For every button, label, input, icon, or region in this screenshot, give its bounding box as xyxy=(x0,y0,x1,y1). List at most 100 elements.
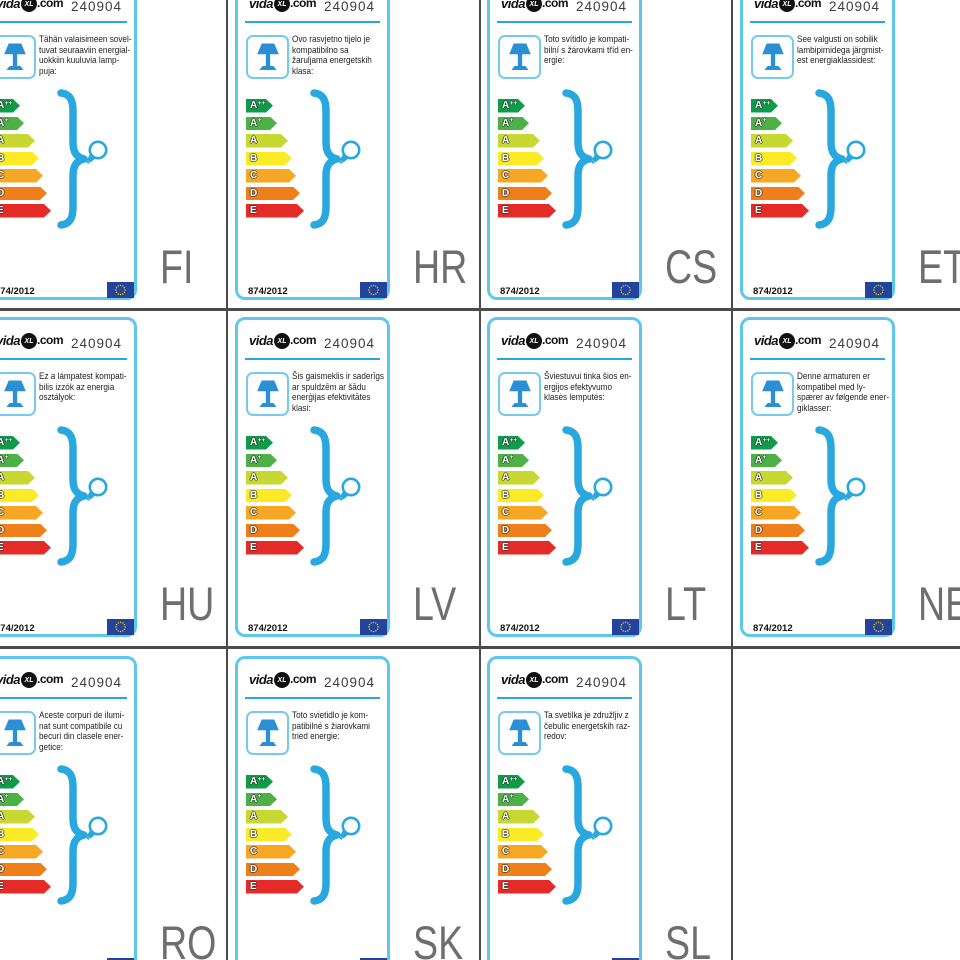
energy-class-letter-main: A xyxy=(502,117,510,129)
article-number: 240904 xyxy=(323,675,375,690)
vidaxl-logo: vida XL .com xyxy=(754,0,822,12)
energy-class-letter-sup: ++ xyxy=(4,436,13,444)
energy-class-letter-main: A xyxy=(0,776,5,787)
eu-flag-icon xyxy=(107,282,134,298)
energy-class-letter-sup: ++ xyxy=(4,775,13,783)
eu-flag-icon xyxy=(865,282,892,298)
energy-class-bar-A: A xyxy=(0,134,35,148)
logo-circle: XL xyxy=(21,0,38,12)
energy-class-bar-D: D xyxy=(246,187,300,201)
energy-class-bar-A: A xyxy=(751,471,793,485)
logo-xl-text: XL xyxy=(24,676,34,684)
vidaxl-logo: vida XL .com xyxy=(0,0,64,12)
article-number: 240904 xyxy=(70,675,122,690)
energy-class-letter: A+ xyxy=(250,793,262,807)
energy-class-letter: C xyxy=(0,506,5,520)
logo-com-text: .com xyxy=(795,0,822,10)
energy-class-bar-A: A xyxy=(246,134,288,148)
energy-class-bar-A++: A++ xyxy=(0,99,20,113)
compatibility-text: Tähän valaisimeen sovel- tuvat seuraavii… xyxy=(39,33,132,77)
energy-class-letter: A++ xyxy=(755,99,770,113)
energy-class-letter: A++ xyxy=(502,775,517,789)
energy-class-letter: A xyxy=(0,134,5,148)
vidaxl-logo: vida XL .com xyxy=(0,332,64,349)
energy-class-letter-main: A xyxy=(250,454,258,466)
energy-class-letter-main: A xyxy=(0,117,5,129)
eu-flag-icon xyxy=(612,958,639,960)
energy-label-cell: vida XL .com 240904 Šis gaismeklis ir sa… xyxy=(235,317,487,654)
article-number: 240904 xyxy=(323,0,375,14)
energy-class-letter: A++ xyxy=(250,99,265,113)
energy-class-bar-C: C xyxy=(498,845,548,859)
energy-class-letter: E xyxy=(755,204,762,218)
energy-class-letter: D xyxy=(755,524,763,538)
energy-class-letter-main: A xyxy=(755,100,763,111)
header-divider xyxy=(497,358,632,360)
compatibility-text: Aceste corpuri de ilumi- nat sunt compat… xyxy=(39,709,125,753)
energy-class-letter-sup: ++ xyxy=(509,99,518,107)
language-code: LV xyxy=(413,577,457,630)
energy-class-bar-C: C xyxy=(246,169,296,183)
energy-class-bar-C: C xyxy=(498,169,548,183)
energy-class-letter: B xyxy=(250,152,258,166)
energy-class-letter: B xyxy=(755,489,763,503)
article-number: 240904 xyxy=(828,336,880,351)
energy-class-letter: B xyxy=(0,152,5,166)
energy-class-bar-A: A xyxy=(246,471,288,485)
logo-vida-text: vida xyxy=(501,671,526,687)
logo-com-text: .com xyxy=(37,333,64,347)
energy-class-letter: A xyxy=(502,471,510,485)
energy-class-letter-main: C xyxy=(250,507,258,518)
energy-class-letter: D xyxy=(502,524,510,538)
energy-class-letter: E xyxy=(250,204,257,218)
energy-class-letter: D xyxy=(250,524,258,538)
energy-class-letter-main: D xyxy=(250,863,258,875)
energy-class-letter-sup: ++ xyxy=(4,99,13,107)
energy-class-bar-C: C xyxy=(0,506,43,520)
energy-class-bar-B: B xyxy=(246,828,292,842)
energy-class-letter-main: C xyxy=(502,507,510,518)
card-header: vida XL .com 240904 xyxy=(490,0,639,19)
bulb-icon xyxy=(844,477,866,501)
regulation-number: 874/2012 xyxy=(248,623,288,634)
energy-class-letter: A xyxy=(0,471,5,485)
energy-class-bar-D: D xyxy=(0,524,47,538)
vidaxl-logo: vida XL .com xyxy=(501,671,569,688)
energy-class-letter-main: A xyxy=(502,135,510,146)
energy-class-letter: E xyxy=(755,541,762,555)
logo-com-text: .com xyxy=(37,672,64,686)
lamp-icon xyxy=(0,35,36,79)
energy-class-bar-B: B xyxy=(0,489,39,503)
energy-class-bar-E: E xyxy=(0,880,51,894)
logo-com-text: .com xyxy=(542,333,569,347)
logo-xl-text: XL xyxy=(782,0,792,8)
energy-class-bar-E: E xyxy=(498,541,556,555)
energy-label-card: vida XL .com 240904 Ovo rasvjetno tijelo… xyxy=(235,0,390,300)
energy-class-letter-main: B xyxy=(502,489,510,501)
card-header: vida XL .com 240904 xyxy=(0,0,134,19)
logo-vida-text: vida xyxy=(0,671,21,687)
header-divider xyxy=(750,21,885,23)
energy-class-bars: A++ A+ A B C D E xyxy=(498,436,556,559)
energy-class-letter-main: C xyxy=(755,170,763,181)
energy-class-bar-E: E xyxy=(0,204,51,218)
energy-class-letter: D xyxy=(250,187,258,201)
eu-flag-icon xyxy=(360,282,387,298)
energy-class-letter: A+ xyxy=(755,117,767,131)
regulation-number: 874/2012 xyxy=(500,286,540,297)
energy-class-letter: D xyxy=(0,863,5,877)
energy-class-bar-B: B xyxy=(498,828,544,842)
regulation-number: 874/2012 xyxy=(248,286,288,297)
energy-class-letter-sup: + xyxy=(762,117,767,124)
logo-vida-text: vida xyxy=(754,332,779,348)
energy-label-card: vida XL .com 240904 Toto svítidlo je kom… xyxy=(487,0,642,300)
energy-class-letter: B xyxy=(250,489,258,503)
energy-class-bar-C: C xyxy=(0,169,43,183)
energy-class-bar-E: E xyxy=(751,541,809,555)
energy-class-bar-D: D xyxy=(751,187,805,201)
logo-com-text: .com xyxy=(542,672,569,686)
logo-com-text: .com xyxy=(290,0,317,10)
logo-xl-text: XL xyxy=(277,337,287,345)
energy-class-letter: E xyxy=(250,541,257,555)
